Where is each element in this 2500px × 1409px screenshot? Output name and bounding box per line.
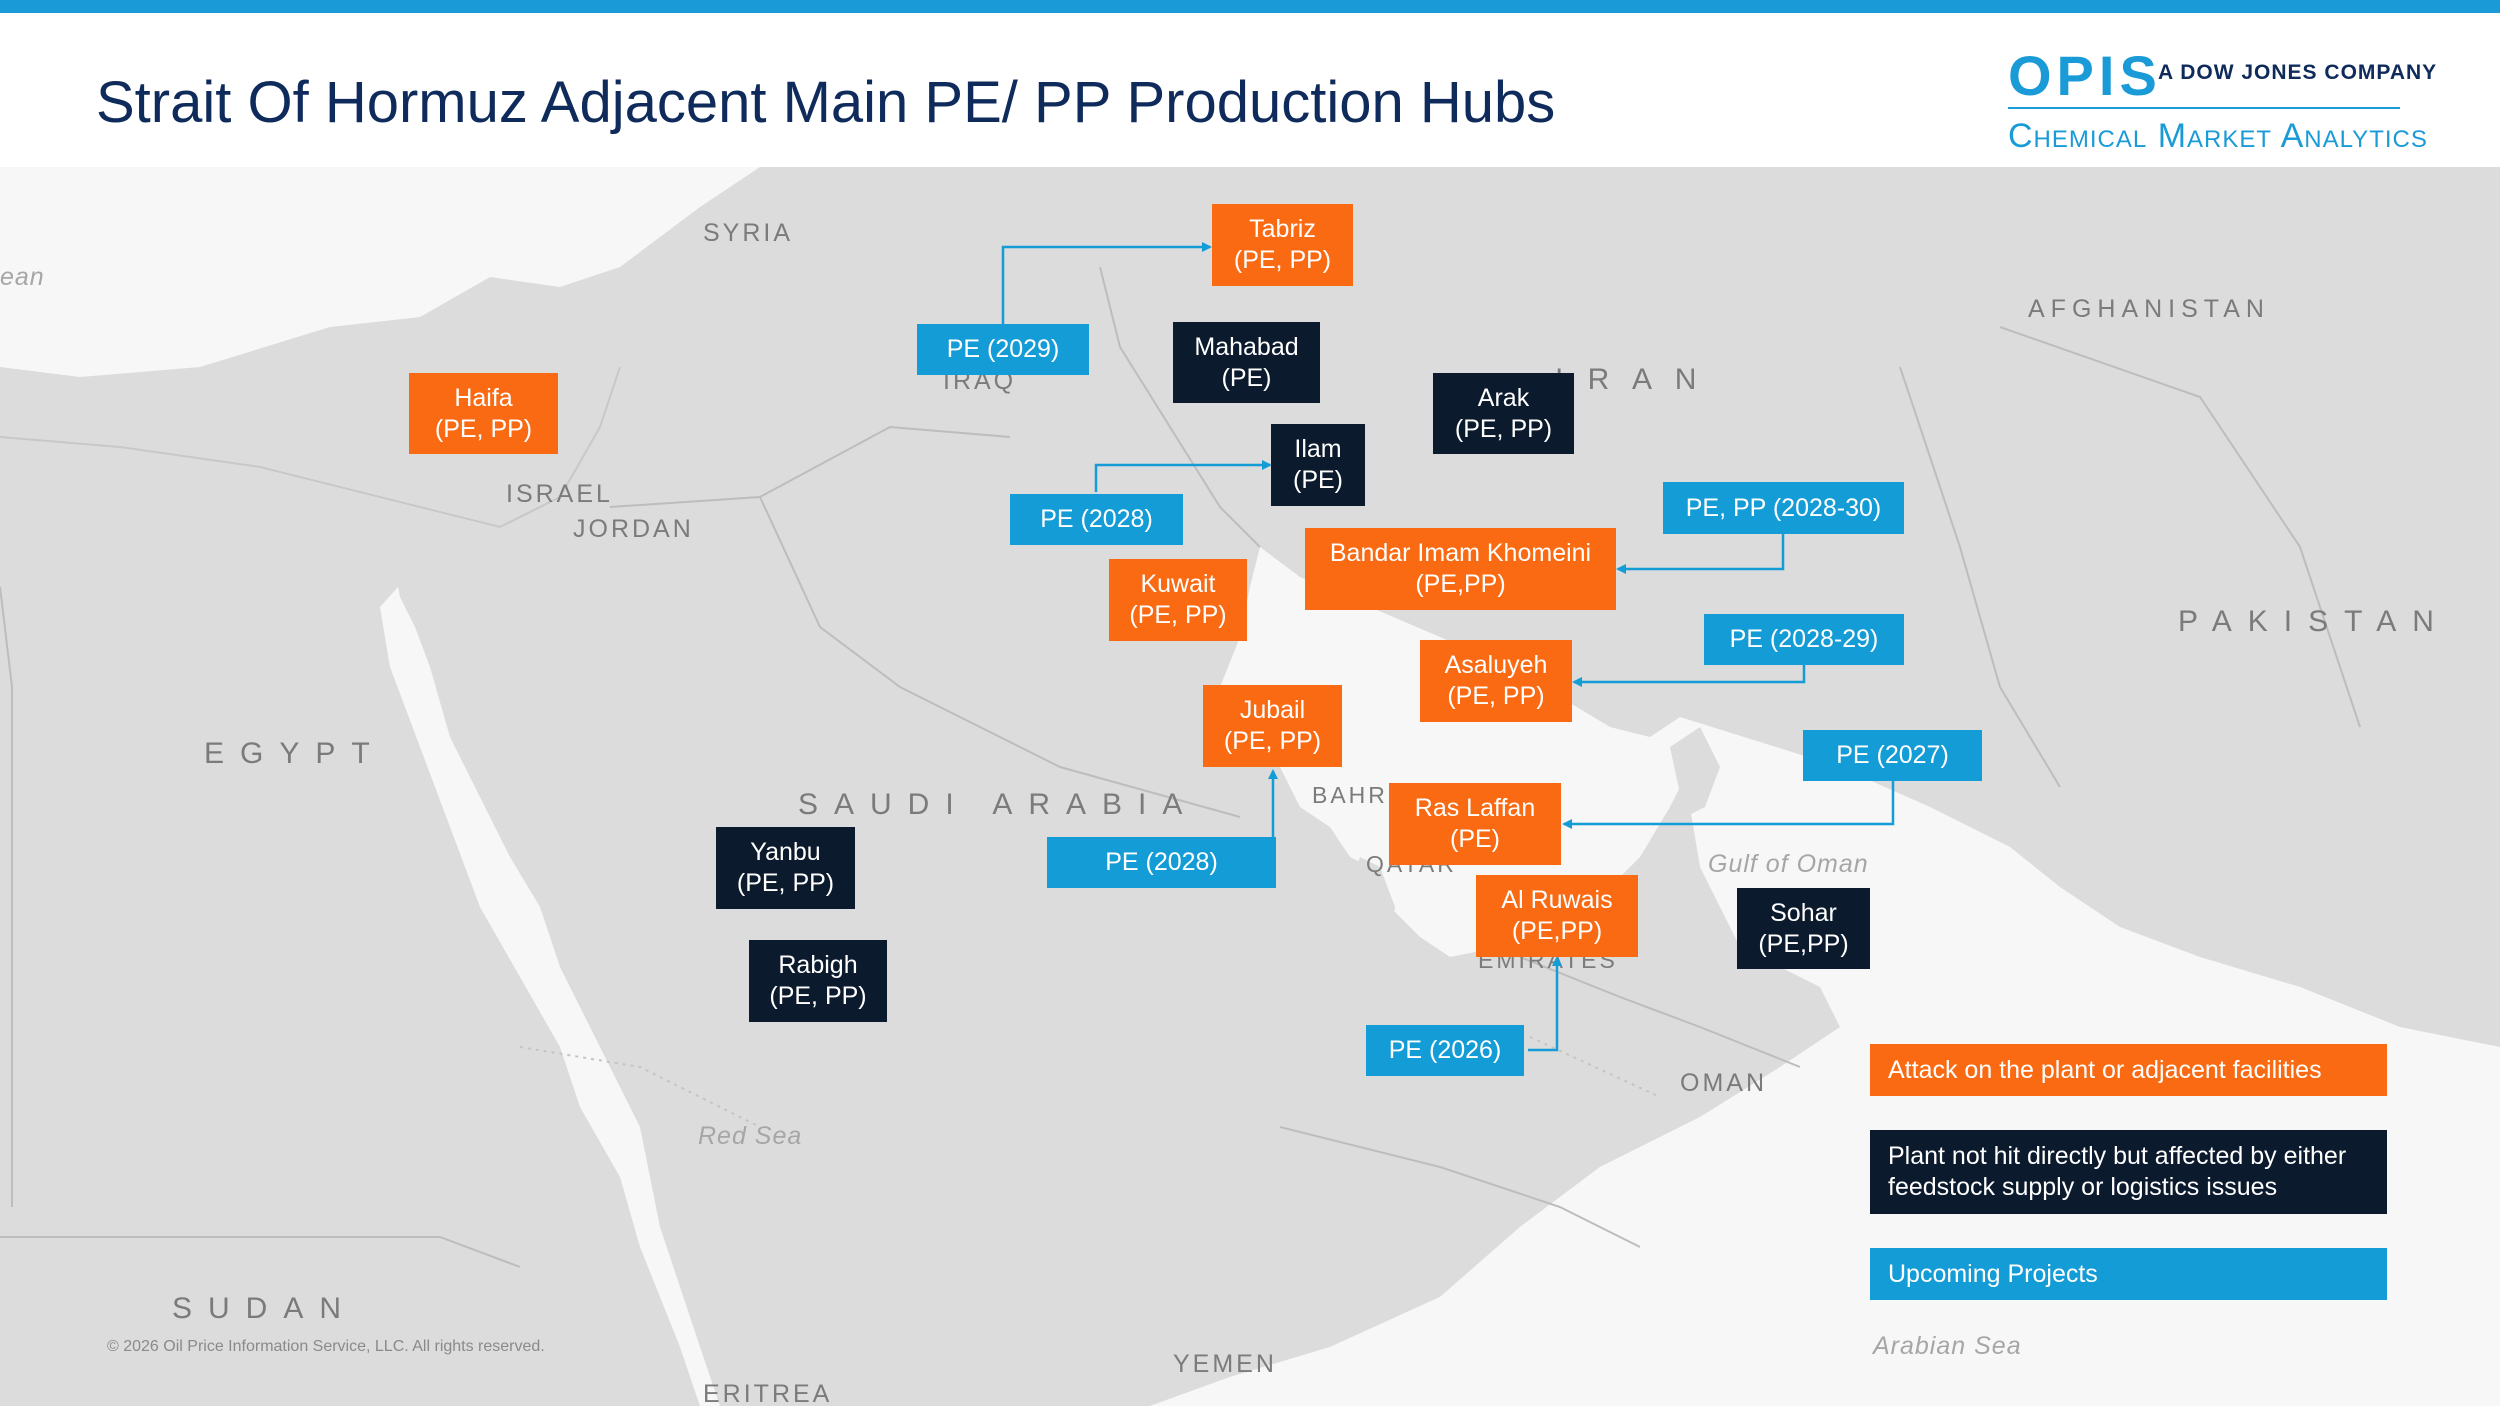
map: SYRIA IRAQ I R A N AFGHANISTAN PAKISTAN … — [0, 167, 2500, 1408]
arrow-bandar-project — [1616, 534, 1785, 574]
landmass-north — [0, 167, 2500, 1406]
hub-name: Arak — [1477, 383, 1530, 412]
hub-tabriz: Tabriz (PE, PP) — [1212, 204, 1353, 286]
hub-ras-laffan: Ras Laffan (PE) — [1389, 783, 1561, 865]
hub-jubail: Jubail (PE, PP) — [1203, 685, 1342, 767]
hub-products: (PE, PP) — [1129, 601, 1227, 629]
hub-name: Jubail — [1239, 696, 1306, 724]
map-basemap — [0, 167, 2500, 1406]
page-title: Strait Of Hormuz Adjacent Main PE/ PP Pr… — [96, 70, 1556, 135]
hub-products: (PE,PP) — [1415, 570, 1506, 598]
project-ras-laffan-2027: PE (2027) — [1803, 730, 1982, 781]
hub-name: Sohar — [1770, 898, 1837, 927]
hub-asaluyeh: Asaluyeh (PE, PP) — [1420, 640, 1572, 722]
legend-attack: Attack on the plant or adjacent faciliti… — [1870, 1044, 2387, 1096]
label-pakistan: PAKISTAN — [2178, 605, 2450, 638]
hub-rabigh: Rabigh (PE, PP) — [749, 940, 887, 1022]
arrow-ras-laffan-project — [1562, 781, 1895, 829]
label-syria: SYRIA — [703, 219, 794, 247]
project-tabriz-2029: PE (2029) — [917, 324, 1089, 375]
project-bandar-2028-30: PE, PP (2028-30) — [1663, 482, 1904, 534]
hub-ilam: Ilam (PE) — [1271, 424, 1365, 506]
qatar-peninsula — [1345, 857, 1395, 967]
label-egypt: EGYPT — [204, 737, 386, 770]
hub-products: (PE, PP) — [1447, 682, 1545, 710]
arrow-al-ruwais-project — [1528, 956, 1562, 1052]
label-saudi-arabia: SAUDI ARABIA — [798, 788, 1199, 821]
east-med-coast — [0, 366, 621, 529]
hub-name: Haifa — [454, 383, 513, 412]
hub-mahabad: Mahabad (PE) — [1173, 322, 1320, 403]
label-arabian-sea: Arabian Sea — [1873, 1332, 2022, 1360]
copyright: © 2026 Oil Price Information Service, LL… — [107, 1338, 545, 1355]
borders — [0, 266, 2361, 1268]
hub-name: Bandar Imam Khomeini — [1329, 539, 1592, 567]
hub-arak: Arak (PE, PP) — [1433, 373, 1574, 454]
hub-name: Kuwait — [1140, 570, 1216, 598]
label-yemen: YEMEN — [1173, 1350, 1277, 1378]
logo-divider — [2008, 107, 2400, 109]
label-red-sea: Red Sea — [698, 1122, 803, 1150]
label-mediterranean: ean — [0, 263, 45, 291]
label-jordan: JORDAN — [573, 515, 694, 543]
label-iran: I R A N — [1555, 363, 1705, 396]
project-ilam-2028: PE (2028) — [1010, 494, 1183, 545]
hub-products: (PE, PP) — [736, 869, 835, 897]
hub-products: (PE, PP) — [1233, 246, 1332, 274]
legend-attack-label: Attack on the plant or adjacent faciliti… — [1888, 1055, 2322, 1084]
hub-products: (PE,PP) — [1758, 929, 1849, 958]
hub-name: Al Ruwais — [1501, 886, 1613, 914]
hub-products: (PE, PP) — [434, 414, 533, 443]
hub-products: (PE, PP) — [1223, 727, 1322, 755]
arrow-ilam-project — [1094, 460, 1272, 492]
hub-yanbu: Yanbu (PE, PP) — [716, 827, 855, 909]
persian-gulf — [1220, 547, 1690, 957]
label-eritrea: ERITREA — [703, 1380, 833, 1408]
project-al-ruwais-2026: PE (2026) — [1366, 1025, 1524, 1076]
hub-kuwait: Kuwait (PE, PP) — [1109, 559, 1247, 641]
hub-name: Yanbu — [750, 838, 821, 866]
hub-products: (PE,PP) — [1511, 917, 1603, 945]
dotted-borders — [519, 1036, 1661, 1128]
hub-bandar-imam-khomeini: Bandar Imam Khomeini (PE,PP) — [1305, 528, 1616, 610]
legend-upcoming-label: Upcoming Projects — [1888, 1259, 2098, 1288]
label-israel: ISRAEL — [506, 480, 613, 508]
hub-name: Asaluyeh — [1444, 651, 1548, 679]
hub-name: Ilam — [1294, 435, 1342, 463]
project-asaluyeh-2028-29: PE (2028-29) — [1704, 614, 1904, 665]
label-sudan: SUDAN — [172, 1292, 358, 1325]
hub-al-ruwais: Al Ruwais (PE,PP) — [1476, 875, 1638, 957]
logo-opis-wordmark: OPIS — [2008, 44, 2162, 107]
arrow-tabriz-project — [1001, 242, 1212, 324]
top-accent-bar — [0, 0, 2500, 13]
hub-name: Ras Laffan — [1414, 794, 1536, 822]
hub-products: (PE) — [1221, 363, 1272, 392]
hub-products: (PE) — [1293, 466, 1343, 494]
hub-haifa: Haifa (PE, PP) — [409, 373, 558, 454]
legend-affected: Plant not hit directly but affected by e… — [1870, 1130, 2387, 1214]
label-oman: OMAN — [1680, 1069, 1767, 1097]
legend-affected-label: Plant not hit directly but affected by e… — [1888, 1142, 2347, 1201]
hub-sohar: Sohar (PE,PP) — [1737, 888, 1870, 969]
hub-name: Tabriz — [1249, 215, 1316, 243]
logo-division: Chemical Market Analytics — [2008, 117, 2428, 155]
hub-name: Mahabad — [1194, 332, 1299, 361]
project-jubail-2028: PE (2028) — [1047, 837, 1276, 888]
musandam — [1670, 727, 1720, 817]
label-bahrain: BAHR — [1312, 782, 1388, 808]
legend-upcoming: Upcoming Projects — [1870, 1248, 2387, 1300]
logo-company-tagline: A DOW JONES COMPANY — [2158, 61, 2438, 84]
hub-name: Rabigh — [778, 951, 858, 979]
hub-products: (PE, PP) — [1454, 414, 1553, 443]
hub-products: (PE, PP) — [769, 982, 867, 1010]
label-gulf-of-oman: Gulf of Oman — [1708, 850, 1869, 878]
hub-products: (PE) — [1450, 825, 1500, 853]
header: Strait Of Hormuz Adjacent Main PE/ PP Pr… — [0, 13, 2500, 167]
gulf-of-oman-water — [1150, 717, 2500, 1406]
label-afghanistan: AFGHANISTAN — [2028, 295, 2270, 323]
